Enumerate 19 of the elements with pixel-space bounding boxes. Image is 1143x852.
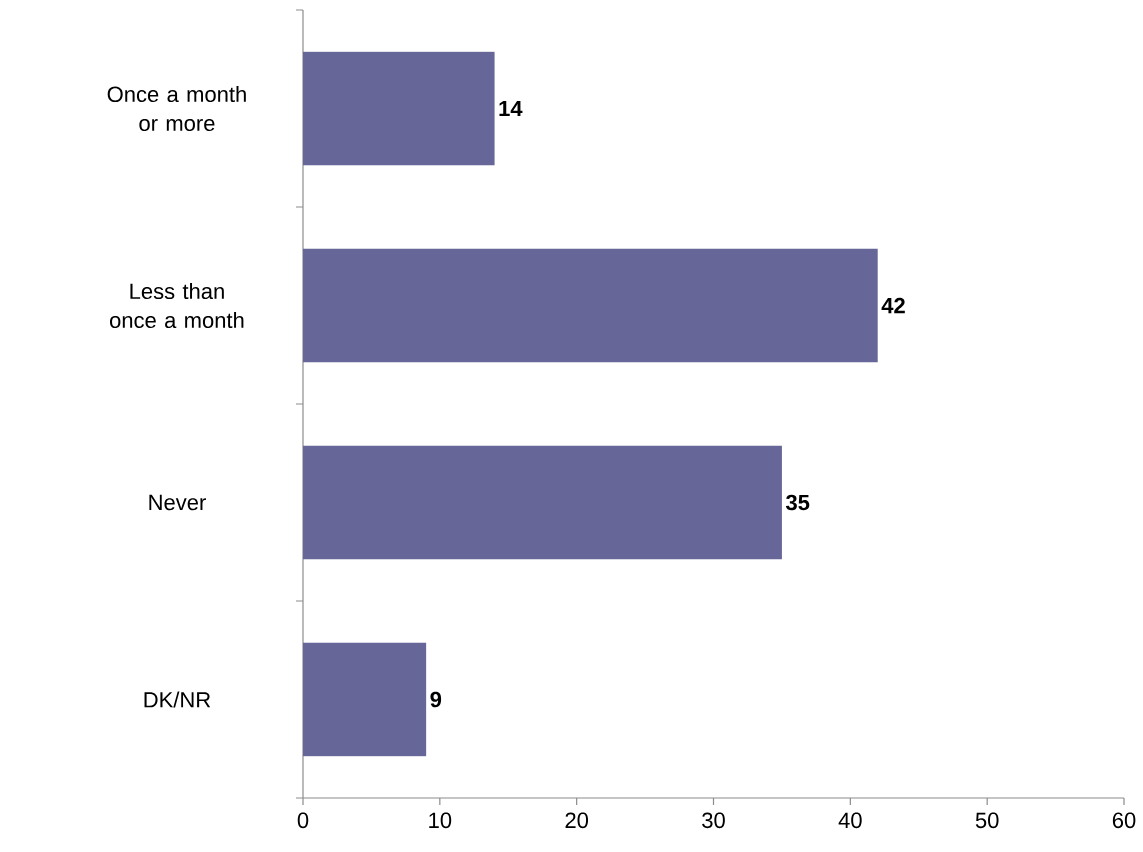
y-tick-label: DK/NR — [144, 691, 211, 708]
data-label: 35 — [785, 494, 810, 511]
x-tick-label: 20 — [565, 812, 589, 829]
bar — [303, 445, 782, 560]
x-tick-label: 10 — [429, 812, 452, 829]
bar — [303, 248, 878, 363]
data-label: 14 — [499, 100, 523, 117]
x-tick-label: 0 — [297, 812, 309, 829]
y-tick-label: Once a month or more — [107, 85, 246, 132]
data-label: 9 — [430, 691, 442, 708]
x-tick-label: 40 — [838, 812, 862, 829]
y-tick-label: Never — [149, 494, 206, 511]
x-tick-label: 30 — [702, 812, 725, 829]
x-tick-label: 50 — [975, 812, 999, 829]
bar — [303, 642, 427, 757]
data-label: 42 — [881, 297, 905, 314]
x-tick-label: 60 — [1112, 812, 1136, 829]
bar — [303, 51, 495, 166]
y-tick-label: Less than once a month — [110, 282, 244, 329]
